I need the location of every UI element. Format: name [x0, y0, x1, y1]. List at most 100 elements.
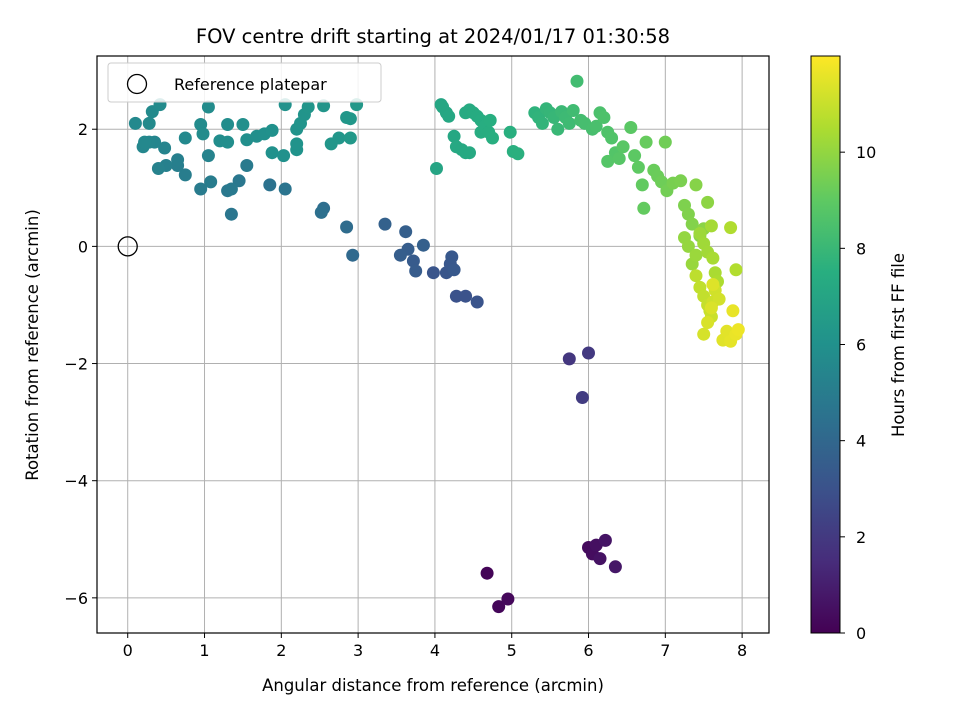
data-point: [128, 116, 142, 130]
data-point: [240, 159, 254, 172]
colorbar-tick-label: 10: [856, 143, 876, 162]
data-point: [598, 533, 612, 547]
data-point: [689, 269, 703, 283]
data-point: [399, 225, 413, 239]
data-point: [635, 178, 649, 192]
data-point: [639, 135, 653, 149]
data-point: [221, 135, 235, 149]
data-point: [314, 205, 328, 219]
data-point: [689, 178, 703, 192]
data-point: [601, 154, 615, 168]
colorbar-ticks: 0 2 4 6 8 10: [840, 143, 876, 643]
data-point: [605, 131, 619, 145]
data-point: [597, 111, 611, 124]
data-point: [712, 292, 726, 306]
data-point: [346, 248, 360, 262]
data-point: [240, 133, 254, 147]
x-tick-label: 0: [123, 641, 133, 660]
data-point: [492, 600, 506, 614]
data-point: [290, 137, 304, 151]
data-point: [562, 116, 576, 130]
plot-frame: [96, 55, 770, 634]
y-axis-label: Rotation from reference (arcmin): [23, 209, 42, 481]
legend-reference-marker: [126, 73, 148, 95]
data-point: [731, 323, 745, 337]
data-point: [393, 248, 407, 262]
data-point: [201, 100, 215, 114]
data-point: [535, 116, 549, 130]
data-point: [593, 552, 607, 566]
data-point: [201, 149, 215, 163]
data-point: [724, 221, 738, 235]
data-point: [196, 127, 210, 141]
legend: Reference platepar: [107, 62, 382, 103]
data-point: [265, 146, 279, 160]
data-point: [343, 131, 357, 145]
data-point: [194, 182, 208, 196]
colorbar-tick-label: 6: [856, 336, 866, 355]
x-tick-label: 6: [583, 641, 593, 660]
data-point: [224, 182, 238, 196]
data-point: [704, 301, 718, 315]
data-point: [693, 227, 707, 240]
chart-title: FOV centre drift starting at 2024/01/17 …: [196, 25, 670, 48]
legend-box: [107, 62, 382, 103]
data-point: [628, 149, 642, 163]
data-point: [503, 125, 517, 139]
data-point: [278, 182, 292, 196]
y-tick-label: 2: [78, 120, 88, 139]
x-axis-label: Angular distance from reference (arcmin): [262, 676, 604, 695]
data-point: [701, 195, 715, 209]
data-point: [689, 248, 703, 262]
data-point: [142, 116, 156, 130]
data-point: [566, 104, 580, 117]
data-point: [681, 207, 695, 221]
colorbar: 0 2 4 6 8 10 Hours from first FF file: [810, 55, 908, 643]
data-point: [430, 162, 443, 175]
data-point: [445, 250, 459, 264]
x-tick-label: 3: [353, 641, 363, 660]
data-point: [263, 178, 277, 192]
data-point: [608, 560, 622, 574]
data-point: [416, 238, 430, 252]
reference-platepar-marker: [117, 236, 138, 257]
colorbar-gradient: [810, 55, 841, 634]
data-point: [378, 217, 392, 231]
data-point: [340, 220, 354, 234]
data-point: [726, 304, 740, 318]
data-point: [459, 289, 473, 303]
data-point: [442, 109, 456, 123]
x-tick-label: 5: [507, 641, 517, 660]
y-tick-label: −2: [64, 355, 88, 374]
data-point: [409, 264, 423, 278]
data-point: [501, 592, 515, 606]
data-point: [674, 174, 688, 188]
data-point: [204, 175, 218, 189]
data-point: [449, 289, 463, 303]
data-point: [224, 207, 238, 221]
data-point: [178, 168, 192, 182]
data-point: [426, 266, 440, 280]
data-point: [343, 112, 357, 126]
data-point: [511, 147, 525, 161]
data-point: [232, 174, 246, 188]
data-point: [706, 278, 720, 291]
colorbar-tick-label: 0: [856, 624, 866, 643]
x-tick-label: 4: [430, 641, 440, 660]
data-point: [658, 135, 672, 149]
data-point: [447, 129, 461, 143]
data-point: [171, 153, 185, 167]
data-point: [480, 566, 494, 580]
data-point: [551, 122, 565, 136]
colorbar-label: Hours from first FF file: [889, 253, 908, 437]
data-point: [138, 135, 152, 149]
data-point: [706, 251, 720, 265]
data-point: [570, 74, 584, 88]
data-point: [562, 352, 576, 366]
data-point: [236, 118, 250, 131]
data-point: [685, 217, 699, 231]
colorbar-tick-label: 4: [856, 432, 866, 451]
y-tick-label: −4: [64, 472, 88, 491]
data-point: [447, 263, 461, 277]
